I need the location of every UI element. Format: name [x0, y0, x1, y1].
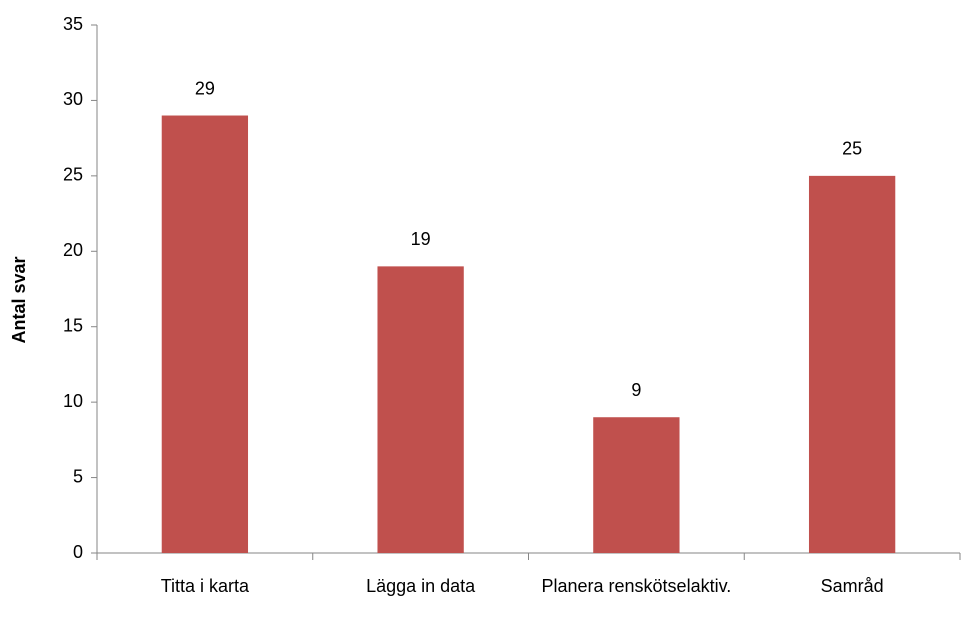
bar [593, 417, 680, 553]
x-tick-label: Titta i karta [160, 576, 250, 596]
y-axis-label: Antal svar [9, 256, 29, 343]
x-tick-label: Lägga in data [366, 576, 476, 596]
bar [161, 115, 249, 553]
value-label: 25 [842, 139, 862, 159]
value-label: 29 [195, 78, 215, 98]
value-label: 19 [411, 229, 431, 249]
bar [377, 266, 464, 553]
x-tick-label: Samråd [820, 576, 884, 596]
bar [808, 175, 896, 553]
y-tick-label: 0 [73, 542, 83, 562]
value-label: 9 [631, 380, 641, 400]
y-tick-label: 10 [63, 391, 83, 411]
y-tick-label: 30 [63, 89, 83, 109]
x-tick-label: Planera renskötselaktiv. [541, 576, 732, 596]
y-tick-label: 25 [63, 165, 83, 185]
y-tick-label: 35 [63, 14, 83, 34]
y-tick-label: 20 [63, 240, 83, 260]
y-tick-label: 15 [63, 315, 83, 335]
y-tick-label: 5 [73, 466, 83, 486]
